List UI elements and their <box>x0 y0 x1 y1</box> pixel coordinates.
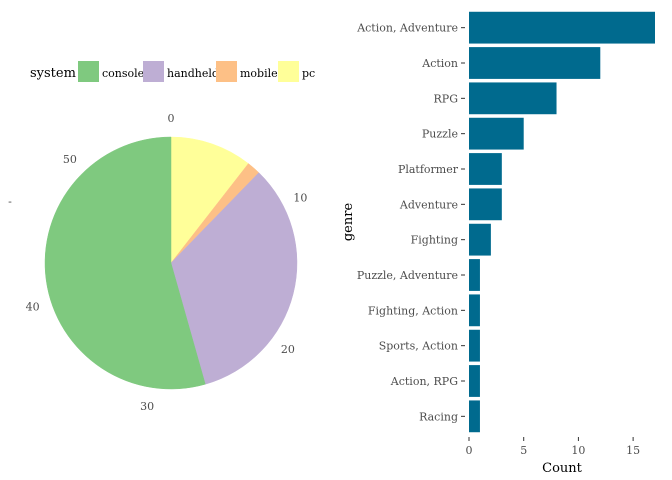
pie-tick-label: 0 <box>168 112 175 125</box>
bar-chart: Action, Adventure Action RPG Puzzle Platform… <box>341 11 655 476</box>
pie-left-axis-label: - <box>8 195 12 208</box>
pie-tick-label: 20 <box>281 343 295 356</box>
pie-legend: system console handheld mobile pc <box>30 61 315 82</box>
legend-label-pc: pc <box>302 67 315 80</box>
x-tick-label: 15 <box>626 444 640 457</box>
pie-slice-console <box>44 136 206 390</box>
bar-fighting-action <box>469 294 480 327</box>
y-tick-label: Action, Adventure <box>356 22 458 35</box>
bar-platformer <box>469 153 502 185</box>
bar-racing <box>469 400 480 433</box>
pie-tick-label: 50 <box>63 153 77 166</box>
y-tick-label: Racing <box>419 410 458 423</box>
legend-key-mobile <box>216 61 237 82</box>
bar-puzzle <box>469 117 524 150</box>
legend-key-handheld <box>143 61 164 82</box>
pie-tick-label: 40 <box>26 300 40 313</box>
bar-rpg <box>469 82 557 115</box>
legend-title: system <box>30 66 76 81</box>
y-axis-title: genre <box>341 203 356 242</box>
bar-sports-action <box>469 329 480 362</box>
y-tick-label: Adventure <box>399 198 458 211</box>
y-tick-label: Fighting, Action <box>368 304 458 317</box>
pie-tick-label: 30 <box>140 400 154 413</box>
legend-label-console: console <box>102 67 144 80</box>
x-tick-label: 0 <box>466 444 473 457</box>
y-tick-label: Action <box>421 57 458 70</box>
bar-adventure <box>469 188 502 221</box>
pie-slice-pc <box>170 136 249 264</box>
y-tick-label: Platformer <box>398 163 459 176</box>
y-tick-label: Sports, Action <box>379 340 458 353</box>
y-tick-label: Puzzle, Adventure <box>357 269 458 282</box>
pie-slice-handheld <box>170 172 298 385</box>
y-tick-label: Fighting <box>411 234 458 247</box>
legend-key-console <box>78 61 99 82</box>
bar-action-rpg <box>469 365 480 397</box>
x-tick-label: 10 <box>571 444 585 457</box>
bar-puzzle-adventure <box>469 259 480 291</box>
bar-fighting <box>469 223 491 256</box>
bar-action <box>469 47 601 79</box>
pie-chart: 0 10 20 30 40 50 - <box>8 112 307 413</box>
x-axis-title: Count <box>542 461 583 476</box>
legend-key-pc <box>278 61 299 82</box>
legend-label-mobile: mobile <box>240 67 278 80</box>
y-tick-label: Puzzle <box>422 128 458 141</box>
pie-tick-label: 10 <box>293 192 307 205</box>
y-tick-label: RPG <box>434 92 458 105</box>
y-tick-label: Action, RPG <box>390 375 458 388</box>
x-tick-label: 5 <box>520 444 527 457</box>
legend-label-handheld: handheld <box>167 67 219 80</box>
bar-action-adventure <box>469 11 655 44</box>
